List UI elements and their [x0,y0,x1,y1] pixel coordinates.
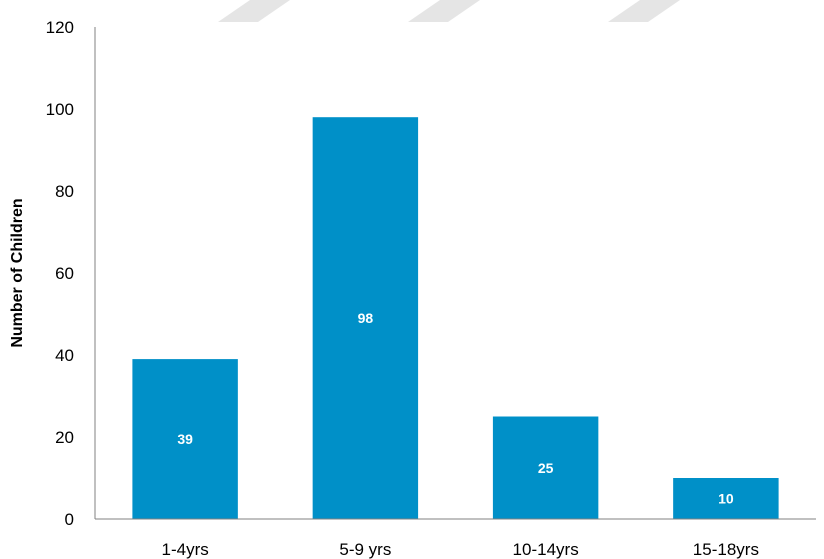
background-stripe [218,0,290,22]
bars [132,117,779,519]
x-tick-label: 5-9 yrs [339,540,391,559]
y-tick-label: 40 [55,346,74,365]
bar-value-label: 98 [358,310,374,326]
bar [492,416,599,519]
background-stripe [608,0,680,22]
y-tick-label: 0 [65,510,74,529]
y-tick-label: 20 [55,428,74,447]
bar-value-label: 39 [177,431,193,447]
x-tick-label: 10-14yrs [513,540,579,559]
y-axis-title: Number of Children [9,198,26,347]
y-tick-label: 60 [55,264,74,283]
y-tick-label: 100 [46,100,74,119]
bar [312,117,419,519]
background-stripes [218,0,680,22]
x-axis-ticks: 1-4yrs 5-9 yrs 10-14yrs 15-18yrs [162,540,759,559]
bar-value-label: 25 [538,460,554,476]
bar-value-label: 10 [718,491,734,507]
background-stripe [408,0,480,22]
y-tick-label: 120 [46,18,74,37]
bar [132,359,238,519]
y-axis-ticks: 0 20 40 60 80 100 120 [46,18,74,529]
x-tick-label: 15-18yrs [693,540,759,559]
bar [673,478,779,519]
y-tick-label: 80 [55,182,74,201]
x-tick-label: 1-4yrs [162,540,209,559]
bar-data-labels: 39 98 25 10 [177,310,734,506]
